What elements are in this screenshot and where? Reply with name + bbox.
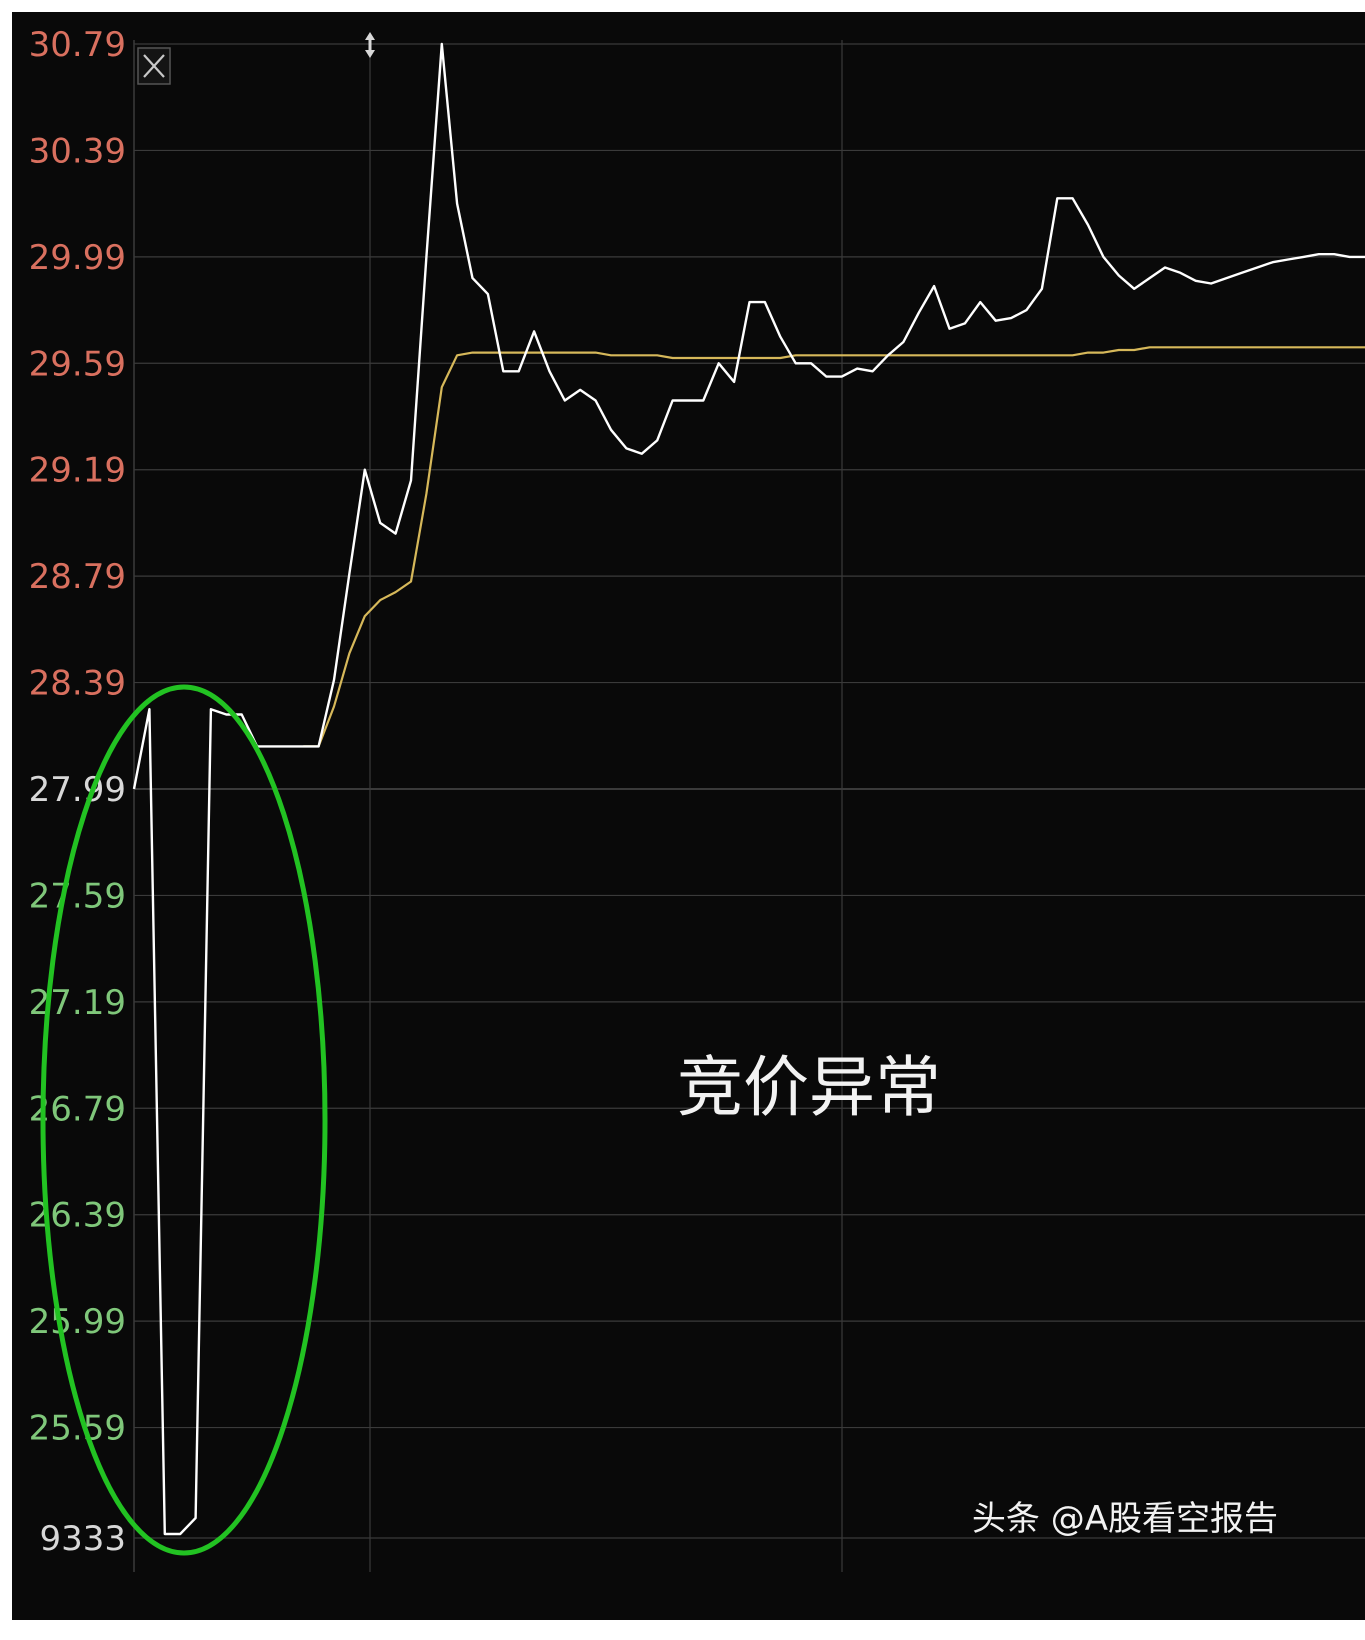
y-tick-label: 28.39 xyxy=(29,664,126,704)
y-tick-label: 27.59 xyxy=(29,876,126,916)
resize-handle-icon[interactable] xyxy=(365,32,375,58)
intraday-chart: 30.79 30.39 29.99 29.59 29.19 28.79 28.39 27.99… xyxy=(12,12,1365,1640)
bottom-margin xyxy=(0,1620,1365,1640)
annotation-text: 竞价异常 xyxy=(677,1049,941,1126)
price-line xyxy=(132,42,1365,1536)
y-tick-label: 30.39 xyxy=(29,131,126,171)
y-tick-label: 28.79 xyxy=(29,557,126,597)
y-tick-label: 27.99 xyxy=(29,770,126,810)
y-tick-label: 25.59 xyxy=(29,1409,126,1449)
highlight-ellipse xyxy=(40,684,328,1556)
y-tick-label: 29.99 xyxy=(29,238,126,278)
y-tick-label: 25.99 xyxy=(29,1302,126,1342)
y-tick-label: 27.19 xyxy=(29,983,126,1023)
y-tick-label: 29.19 xyxy=(29,451,126,491)
watermark-text: 头条 @A股看空报告 xyxy=(972,1499,1278,1539)
y-axis-labels: 30.79 30.39 29.99 29.59 29.19 28.79 28.39 27.99… xyxy=(29,25,126,1449)
close-button[interactable] xyxy=(137,47,171,85)
volume-label: 9333 xyxy=(39,1519,126,1559)
close-icon xyxy=(143,54,165,78)
average-price-line xyxy=(303,346,1365,748)
series-lines xyxy=(132,42,1365,1536)
y-tick-label: 30.79 xyxy=(29,25,126,65)
grid-lines xyxy=(133,40,1365,1572)
price-chart-svg: 30.79 30.39 29.99 29.59 29.19 28.79 28.39 27.99… xyxy=(29,25,1365,1572)
y-tick-label: 29.59 xyxy=(29,344,126,384)
